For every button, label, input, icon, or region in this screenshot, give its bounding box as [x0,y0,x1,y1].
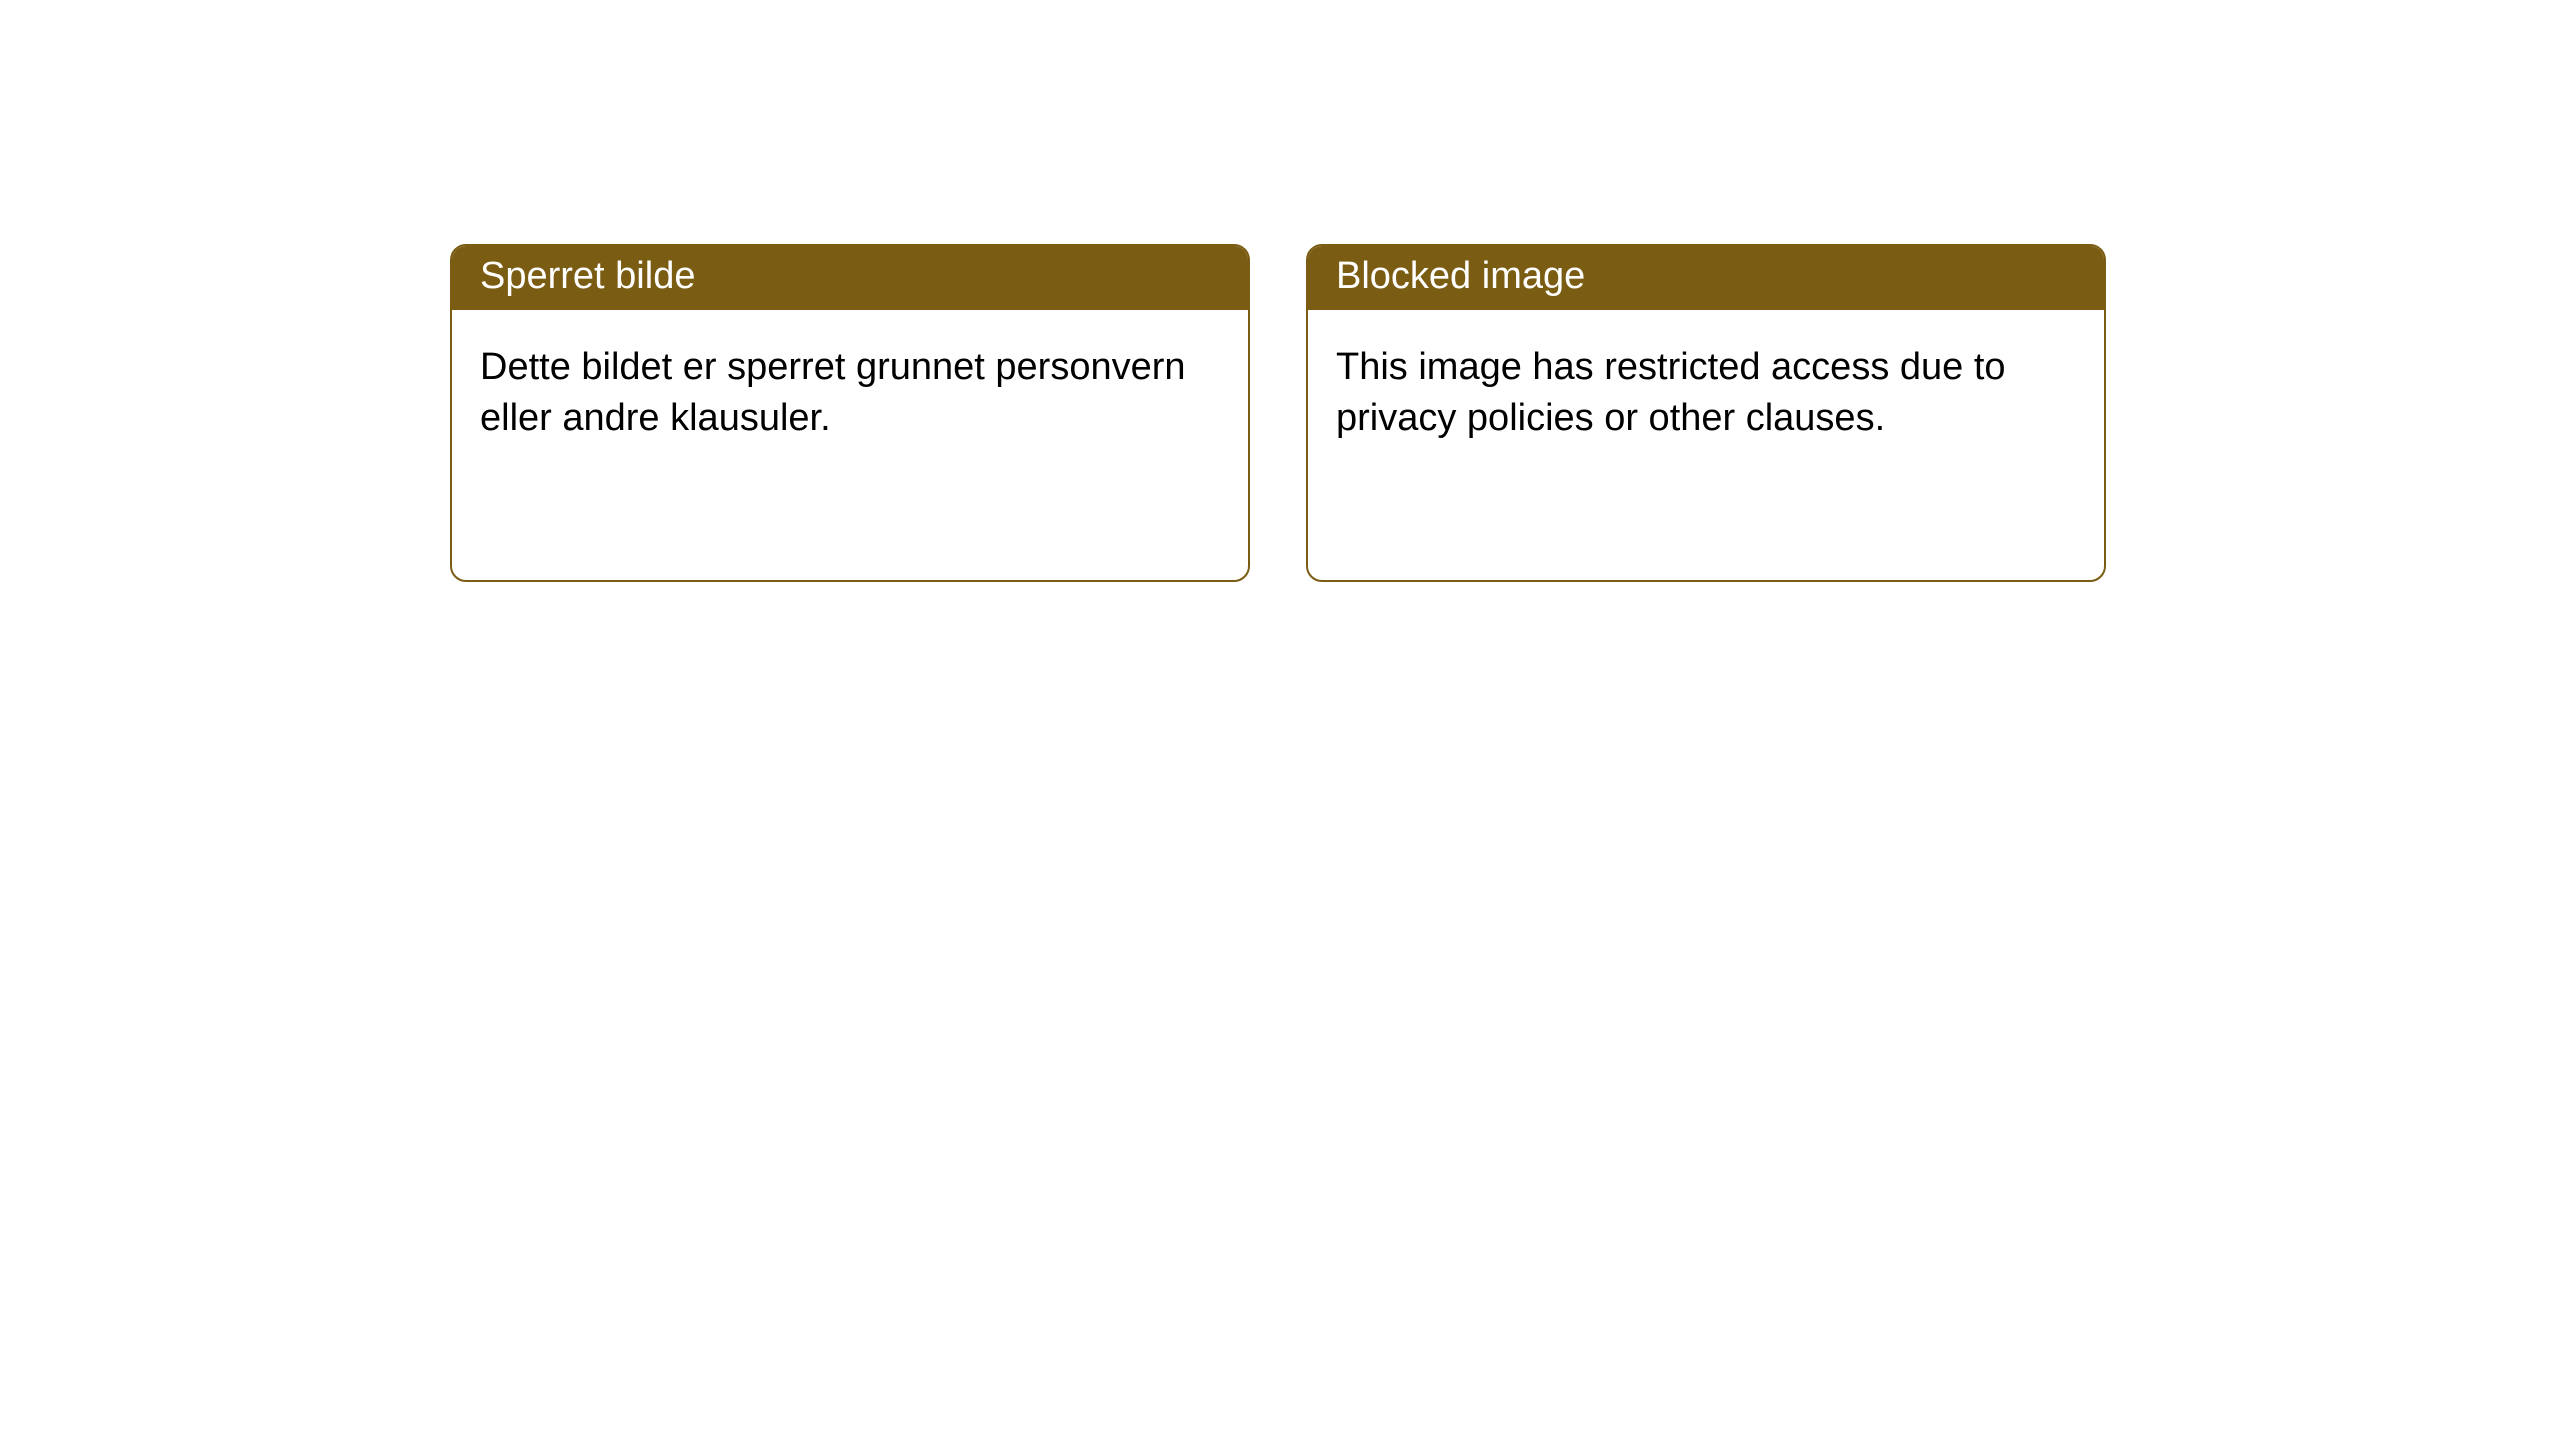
notice-header-no: Sperret bilde [452,246,1248,310]
notice-container: Sperret bilde Dette bildet er sperret gr… [0,0,2560,582]
notice-card-no: Sperret bilde Dette bildet er sperret gr… [450,244,1250,582]
notice-header-en: Blocked image [1308,246,2104,310]
notice-body-no: Dette bildet er sperret grunnet personve… [452,310,1248,580]
notice-body-en: This image has restricted access due to … [1308,310,2104,580]
notice-card-en: Blocked image This image has restricted … [1306,244,2106,582]
